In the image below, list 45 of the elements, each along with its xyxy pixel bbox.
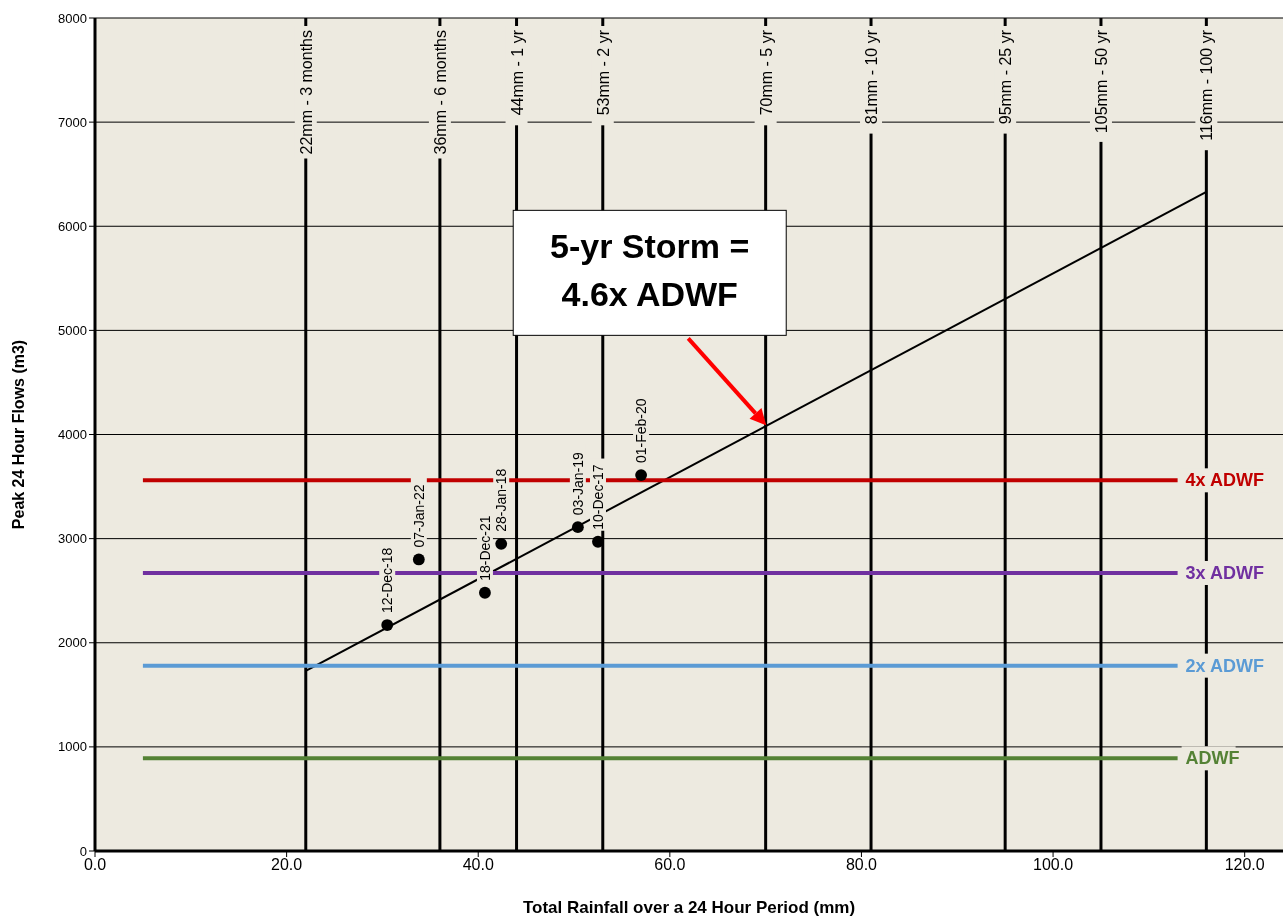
y-tick-label: 6000 [58,218,87,234]
y-tick-label: 3000 [58,531,87,547]
x-tick-label: 120.0 [1224,856,1265,874]
point [412,553,425,566]
annotation: 07-Jan-22 [410,484,427,548]
y-tick-label: 0 [79,843,87,859]
annotation: 01-Feb-20 [633,398,650,464]
x-tick-label: 0.0 [83,856,107,874]
y-tick-label: 4000 [58,427,87,443]
annotation: 10-Dec-17 [589,464,606,530]
x-tick-label: 80.0 [845,856,878,874]
x-tick-label: 20.0 [271,856,303,874]
y-tick-label: 1000 [58,739,87,755]
ref-line-label: 81mm - 10 yr [863,29,881,125]
series-label: ADWF [1185,748,1240,769]
ref-line-label: 105mm - 50 yr [1092,29,1110,134]
y-tick-label: 2000 [58,635,87,651]
point [571,521,584,534]
series-label: 4x ADWF [1185,470,1264,491]
y-tick-label: 7000 [58,114,87,130]
ref-line-label: 70mm - 5 yr [757,29,775,116]
ref-line-label: 53mm - 2 yr [594,29,612,116]
x-axis-title: Total Rainfall over a 24 Hour Period (mm) [522,898,856,917]
ref-line-label: 116mm - 100 yr [1198,29,1216,141]
annotation: 18-Dec-21 [476,515,493,581]
ref-line-label: 36mm - 6 months [431,30,449,155]
annotation: 28-Jan-18 [493,468,510,532]
annotation: 12-Dec-18 [379,547,396,614]
y-axis-title: Peak 24 Hour Flows (m3) [9,339,27,530]
point [479,586,491,599]
ref-line-label: 95mm - 25 yr [997,29,1015,125]
annotation: 5-yr Storm = 4.6x ADWF [550,227,750,314]
point [635,469,648,482]
x-tick-label: 40.0 [462,856,494,874]
y-tick-label: 5000 [58,322,87,338]
point [495,537,508,550]
series-label: 3x ADWF [1185,562,1264,583]
ref-line-label: 44mm - 1 yr [508,29,526,116]
point [381,619,394,631]
y-tick-label: 8000 [58,10,87,26]
annotation: 03-Jan-19 [569,451,586,516]
series-label: 2x ADWF [1185,655,1264,676]
x-tick-label: 100.0 [1033,856,1074,874]
ref-line-label: 22mm - 3 months [297,30,315,155]
x-tick-label: 60.0 [654,856,686,874]
